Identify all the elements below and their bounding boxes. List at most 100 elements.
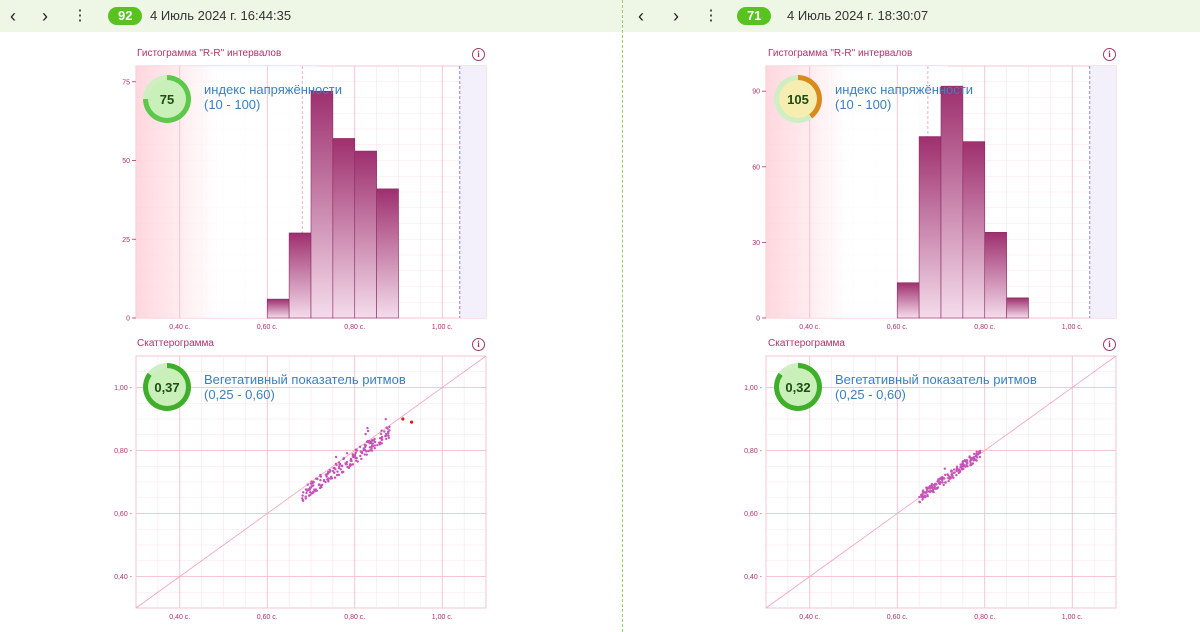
- y-tick-label: 0: [756, 316, 760, 323]
- scatter-point: [304, 497, 307, 500]
- y-tick-label: 60: [752, 164, 760, 171]
- scatter-point: [379, 432, 383, 436]
- scatter-point: [371, 445, 375, 448]
- x-tick-label: 0,40 с.: [169, 324, 190, 331]
- x-tick-label: 0,80 с.: [974, 614, 995, 621]
- y-tick-label: 0,80 -: [114, 448, 133, 455]
- scatter-point: [950, 469, 953, 472]
- prev-arrow-icon[interactable]: ‹: [10, 6, 16, 26]
- scatter-point: [354, 449, 358, 452]
- scattergram: 0,40 с. 0,60 с. 0,80 с. 1,00 с. 1,00 - 0,80 -…: [744, 355, 1117, 621]
- scatter-point: [311, 491, 315, 494]
- scatter-point: [938, 477, 942, 481]
- y-tick-label: 30: [752, 240, 760, 247]
- scatter-point: [383, 430, 386, 433]
- scatter-point: [354, 451, 357, 455]
- scatter-point: [342, 457, 346, 460]
- scatter-point: [327, 480, 330, 483]
- y-tick-label: 50: [122, 158, 130, 165]
- scatter-point: [965, 464, 968, 467]
- scatter-point: [366, 429, 370, 433]
- scatter-point: [976, 453, 980, 456]
- scatter-point: [946, 473, 949, 476]
- scatter-point: [380, 429, 383, 432]
- scatter-point: [373, 440, 377, 444]
- scatter-point: [328, 471, 331, 474]
- record-date: 4 Июль 2024 г. 18:30:07: [787, 8, 929, 23]
- scatter-point: [334, 455, 338, 459]
- scatter-point: [329, 475, 333, 479]
- scatter-point: [340, 464, 344, 468]
- scatter-point: [311, 484, 314, 487]
- scatter-point: [302, 491, 305, 494]
- scatter-point: [376, 443, 379, 447]
- scatter-point: [955, 473, 958, 477]
- scatter-point: [362, 447, 365, 450]
- info-icon[interactable]: i: [1103, 338, 1116, 351]
- scatter-point: [949, 477, 952, 480]
- count-badge: 71: [737, 7, 772, 25]
- histogram-bar: [332, 138, 356, 319]
- x-tick-label: 0,40 с.: [799, 614, 820, 621]
- scatter-point: [373, 447, 376, 450]
- scatter-point: [952, 468, 956, 471]
- scatter-point: [952, 471, 955, 475]
- scatter-point: [324, 473, 328, 476]
- histogram-bar: [376, 188, 399, 319]
- scatter-point: [325, 475, 328, 478]
- scatter-point: [388, 425, 391, 429]
- scatter-point: [324, 480, 327, 484]
- scatter-point: [947, 479, 950, 483]
- scatter-point: [319, 478, 322, 482]
- histogram-bar: [896, 282, 920, 319]
- scatter-point: [918, 500, 922, 504]
- more-menu-icon[interactable]: ⋮: [72, 7, 88, 24]
- scatter-point: [358, 445, 362, 449]
- more-menu-icon[interactable]: ⋮: [703, 7, 719, 24]
- scatter-point: [929, 486, 932, 489]
- scatter-point: [959, 463, 962, 466]
- info-icon[interactable]: i: [1103, 48, 1116, 61]
- histogram-bar: [984, 232, 1007, 319]
- next-arrow-icon[interactable]: ›: [673, 6, 679, 26]
- scatter-point: [921, 489, 925, 492]
- scatter-point: [339, 468, 342, 471]
- info-icon[interactable]: i: [472, 48, 485, 61]
- scatter-point: [313, 490, 317, 493]
- scatter-point: [310, 480, 313, 483]
- scatter-point: [333, 476, 337, 479]
- scatter-title: Скаттерограмма: [137, 338, 214, 349]
- scatter-point: [384, 417, 387, 421]
- scatter-point: [363, 453, 367, 456]
- scatter-point: [936, 480, 939, 483]
- scatter-point: [931, 486, 934, 489]
- scatter-point: [306, 483, 309, 486]
- scatter-point: [338, 462, 342, 466]
- scatter-point: [359, 454, 362, 458]
- scatter-point: [314, 477, 318, 480]
- prev-arrow-icon[interactable]: ‹: [638, 6, 644, 26]
- scatter-point: [304, 495, 307, 498]
- x-tick-label: 0,80 с.: [344, 324, 365, 331]
- histogram-bar: [962, 141, 986, 319]
- stress-index-label: индекс напряжённости: [204, 82, 343, 97]
- scatter-point: [944, 481, 947, 484]
- scatter-point: [960, 465, 963, 468]
- scatter-point: [378, 441, 382, 444]
- scatter-point: [368, 441, 371, 445]
- scatter-point: [342, 470, 345, 474]
- scatter-point: [957, 471, 960, 475]
- scatter-point: [385, 426, 388, 429]
- scatter-point: [366, 426, 369, 430]
- y-tick-label: 1,00 -: [114, 385, 133, 392]
- next-arrow-icon[interactable]: ›: [42, 6, 48, 26]
- y-tick-label: 90: [752, 89, 760, 96]
- stress-index-range: (10 - 100): [204, 97, 261, 112]
- scatter-point: [926, 493, 929, 497]
- y-tick-label: 0,80 -: [744, 448, 763, 455]
- scatter-point: [975, 456, 979, 459]
- x-tick-label: 0,40 с.: [169, 614, 190, 621]
- scatter-point: [321, 483, 324, 487]
- info-icon[interactable]: i: [472, 338, 485, 351]
- scatter-point: [386, 430, 390, 434]
